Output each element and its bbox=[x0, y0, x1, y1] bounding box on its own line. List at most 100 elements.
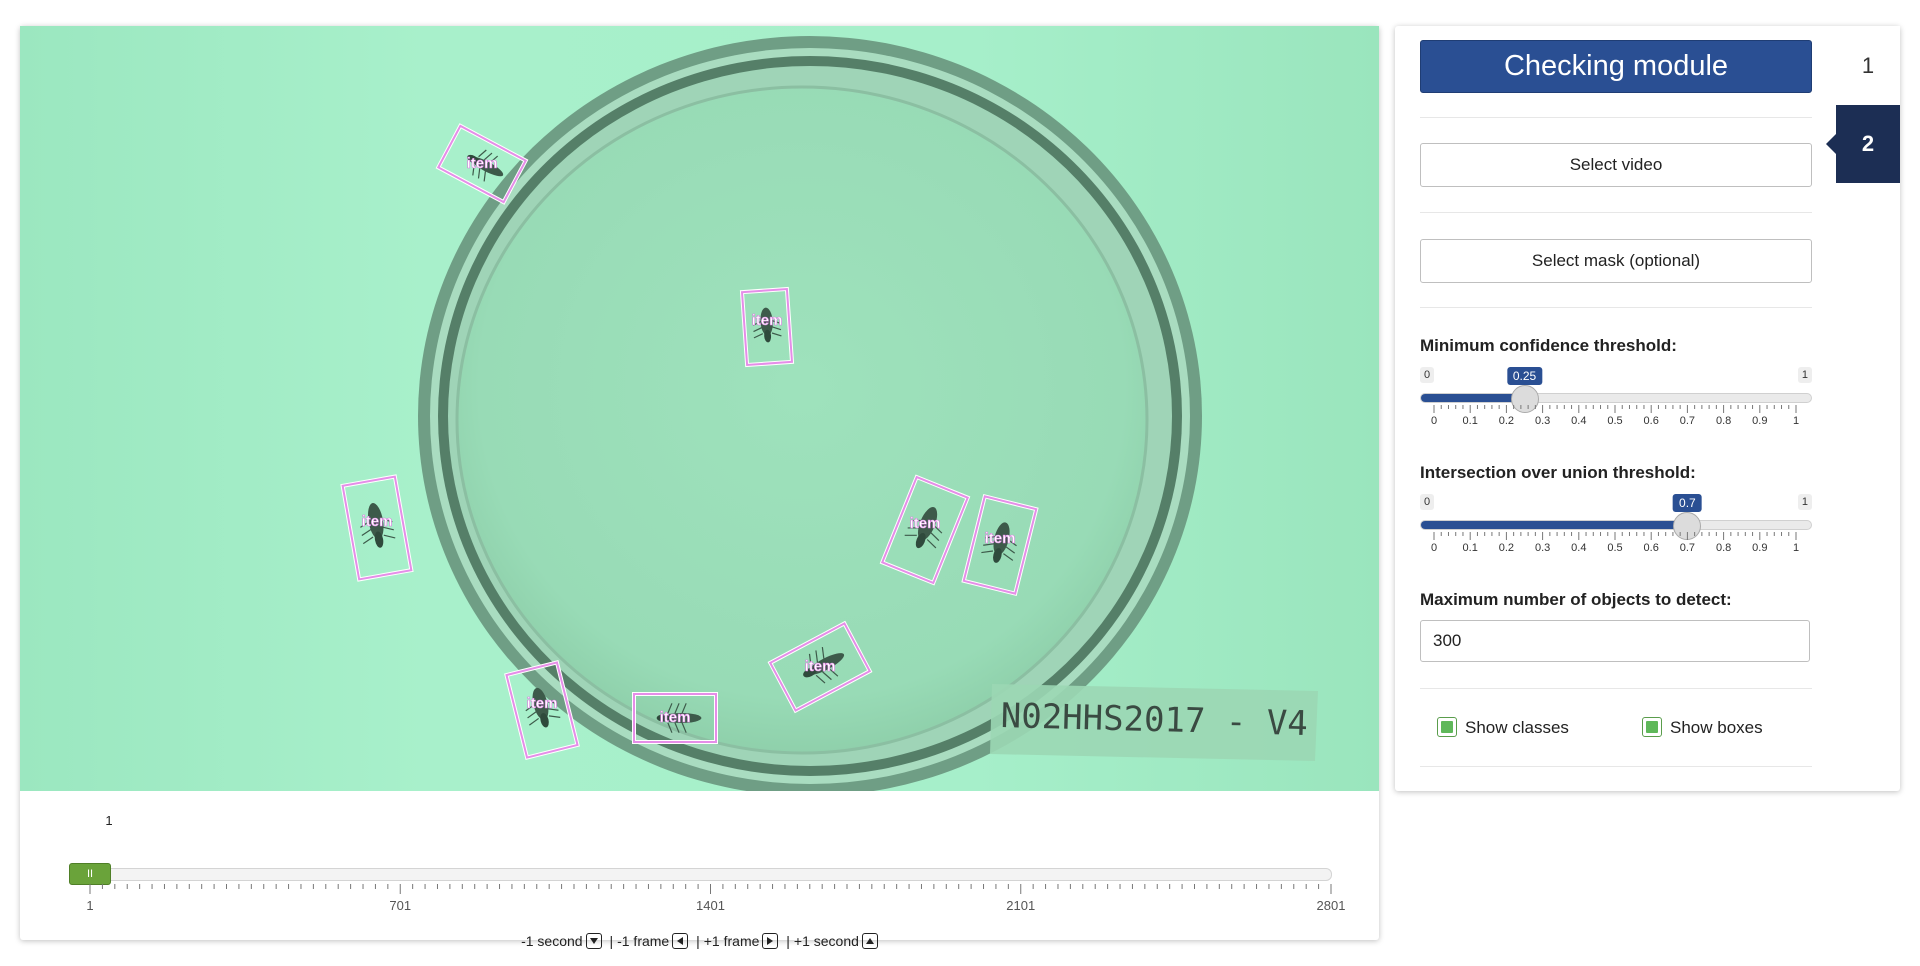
insect-icon bbox=[904, 507, 943, 549]
detection-box bbox=[768, 622, 872, 712]
detection bbox=[632, 692, 718, 744]
tick-label: 0.4 bbox=[1571, 415, 1587, 427]
frame-tick-label: 701 bbox=[389, 898, 412, 913]
detection bbox=[504, 660, 580, 760]
settings-panel: Checking module Select video Select mask… bbox=[1395, 26, 1900, 791]
arrow-left-key-icon[interactable] bbox=[672, 933, 689, 949]
iou-fill bbox=[1421, 521, 1689, 529]
confidence-value-bubble: 0.25 bbox=[1506, 367, 1543, 385]
detection-label: item bbox=[467, 155, 498, 172]
panel-title-button[interactable]: Checking module bbox=[1420, 40, 1812, 93]
divider bbox=[1420, 766, 1812, 767]
tick-label: 0.8 bbox=[1715, 542, 1732, 554]
detection bbox=[961, 493, 1039, 597]
confidence-slider[interactable]: 0 1 0.25 0 0.1 0.2 0.3 0.4 0.5 0.6 0.7 0.8 0.9 1 bbox=[1420, 367, 1812, 427]
iou-ticks bbox=[1433, 532, 1797, 540]
frame-slider-ticks bbox=[89, 884, 1332, 894]
iou-max-label: 1 bbox=[1797, 494, 1812, 510]
arrow-down-key-icon[interactable] bbox=[585, 933, 602, 949]
detection-label: item bbox=[985, 530, 1016, 547]
frame-slider-handle[interactable]: II bbox=[69, 863, 111, 885]
tick-label: 0 bbox=[1430, 415, 1438, 427]
tick-label: 0.6 bbox=[1643, 415, 1659, 427]
detection-box bbox=[880, 475, 970, 585]
show-boxes-checkbox[interactable]: Show boxes bbox=[1642, 717, 1763, 738]
arrow-right-key-icon[interactable] bbox=[762, 933, 779, 949]
detection-box bbox=[633, 693, 717, 743]
tick-label: 0.2 bbox=[1498, 542, 1515, 554]
iou-track[interactable] bbox=[1420, 520, 1812, 530]
detection-label: item bbox=[752, 312, 783, 329]
detection-label: item bbox=[805, 658, 836, 675]
detection-label: item bbox=[910, 515, 941, 532]
frame-tick-label: 2101 bbox=[1006, 898, 1036, 913]
tick-label: 0.3 bbox=[1534, 542, 1551, 554]
tick-label: 1 bbox=[1792, 415, 1800, 427]
frame-tick-label: 1 bbox=[86, 898, 94, 913]
detection-box bbox=[962, 495, 1038, 595]
plus-frame-label: +1 frame bbox=[703, 933, 760, 949]
insect-icon bbox=[803, 646, 845, 684]
confidence-ticks bbox=[1433, 405, 1797, 413]
checkbox-checked-icon bbox=[1437, 717, 1457, 737]
iou-label: Intersection over union threshold: bbox=[1420, 463, 1696, 482]
minus-frame-label: -1 frame bbox=[617, 933, 670, 949]
separator: | bbox=[609, 933, 614, 949]
max-objects-input[interactable]: 300 bbox=[1420, 620, 1810, 662]
tick-label: 0.9 bbox=[1752, 415, 1768, 427]
detection-box bbox=[505, 661, 579, 759]
show-boxes-label: Show boxes bbox=[1670, 718, 1763, 737]
tick-label: 0.8 bbox=[1715, 415, 1732, 427]
show-classes-checkbox[interactable]: Show classes bbox=[1437, 717, 1569, 738]
insect-icon bbox=[467, 149, 504, 182]
tick-label: 0.7 bbox=[1679, 415, 1696, 427]
tick-label: 1 bbox=[1792, 542, 1800, 554]
tick-label: 0.5 bbox=[1607, 415, 1623, 427]
plate-label-sticker: N02HHS2017 - V4 bbox=[990, 684, 1318, 761]
tab-2[interactable]: 2 bbox=[1826, 105, 1900, 183]
frame-tick-label: 1401 bbox=[696, 898, 725, 913]
petri-dish-floor bbox=[455, 85, 1149, 755]
plate-label-text: N02HHS2017 - V4 bbox=[1000, 696, 1308, 744]
insect-icon bbox=[656, 703, 702, 733]
iou-value-bubble: 0.7 bbox=[1673, 494, 1702, 512]
iou-slider[interactable]: 0 1 0.7 0 0.1 0.2 0.3 0.4 0.5 0.6 0.7 0.8 0.9 1 bbox=[1420, 494, 1812, 554]
tick-label: 0.6 bbox=[1643, 542, 1659, 554]
detection-box bbox=[740, 287, 794, 367]
iou-min-label: 0 bbox=[1420, 494, 1435, 510]
video-canvas: N02HHS2017 - V4 item item item item item item… bbox=[340, 36, 1318, 791]
video-card: N02HHS2017 - V4 item item item item item item… bbox=[20, 26, 1379, 949]
tick-label: 0.1 bbox=[1462, 415, 1478, 427]
detection bbox=[767, 620, 873, 714]
max-objects-label: Maximum number of objects to detect: bbox=[1420, 590, 1732, 609]
confidence-track[interactable] bbox=[1420, 393, 1812, 403]
select-mask-button[interactable]: Select mask (optional) bbox=[1420, 239, 1812, 283]
insect-icon bbox=[981, 522, 1017, 563]
insect-icon bbox=[525, 687, 561, 728]
frame-controls: -1 second | -1 frame | +1 frame | +1 second bbox=[20, 933, 1379, 949]
detection-box bbox=[341, 475, 413, 581]
confidence-max-label: 1 bbox=[1797, 367, 1812, 383]
detections-layer: item item item item item item item item bbox=[340, 123, 1039, 760]
tab-1[interactable]: 1 bbox=[1836, 26, 1900, 105]
confidence-handle[interactable] bbox=[1510, 385, 1539, 413]
tick-label: 0.9 bbox=[1752, 542, 1768, 554]
divider bbox=[1420, 212, 1812, 213]
confidence-label: Minimum confidence threshold: bbox=[1420, 336, 1677, 355]
tick-label: 0.4 bbox=[1571, 542, 1587, 554]
divider bbox=[1420, 688, 1812, 689]
detection-label: item bbox=[527, 695, 558, 712]
divider bbox=[1420, 307, 1812, 308]
frame-slider-track[interactable] bbox=[90, 868, 1332, 881]
divider bbox=[1420, 117, 1812, 118]
tick-label: 0.1 bbox=[1462, 542, 1478, 554]
separator: | bbox=[786, 933, 790, 949]
arrow-up-key-icon[interactable] bbox=[861, 933, 878, 949]
confidence-min-label: 0 bbox=[1420, 367, 1435, 383]
tick-label: 0 bbox=[1430, 542, 1438, 554]
tick-label: 0.2 bbox=[1498, 415, 1515, 427]
select-video-button[interactable]: Select video bbox=[1420, 143, 1812, 187]
tick-label: 0.3 bbox=[1534, 415, 1551, 427]
detection-label: item bbox=[362, 513, 393, 530]
video-frame[interactable]: N02HHS2017 - V4 item item item item item item… bbox=[20, 26, 1379, 791]
